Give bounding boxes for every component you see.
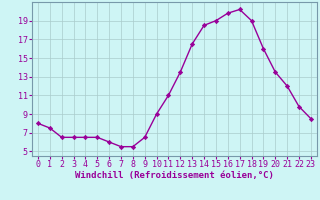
X-axis label: Windchill (Refroidissement éolien,°C): Windchill (Refroidissement éolien,°C) xyxy=(75,171,274,180)
